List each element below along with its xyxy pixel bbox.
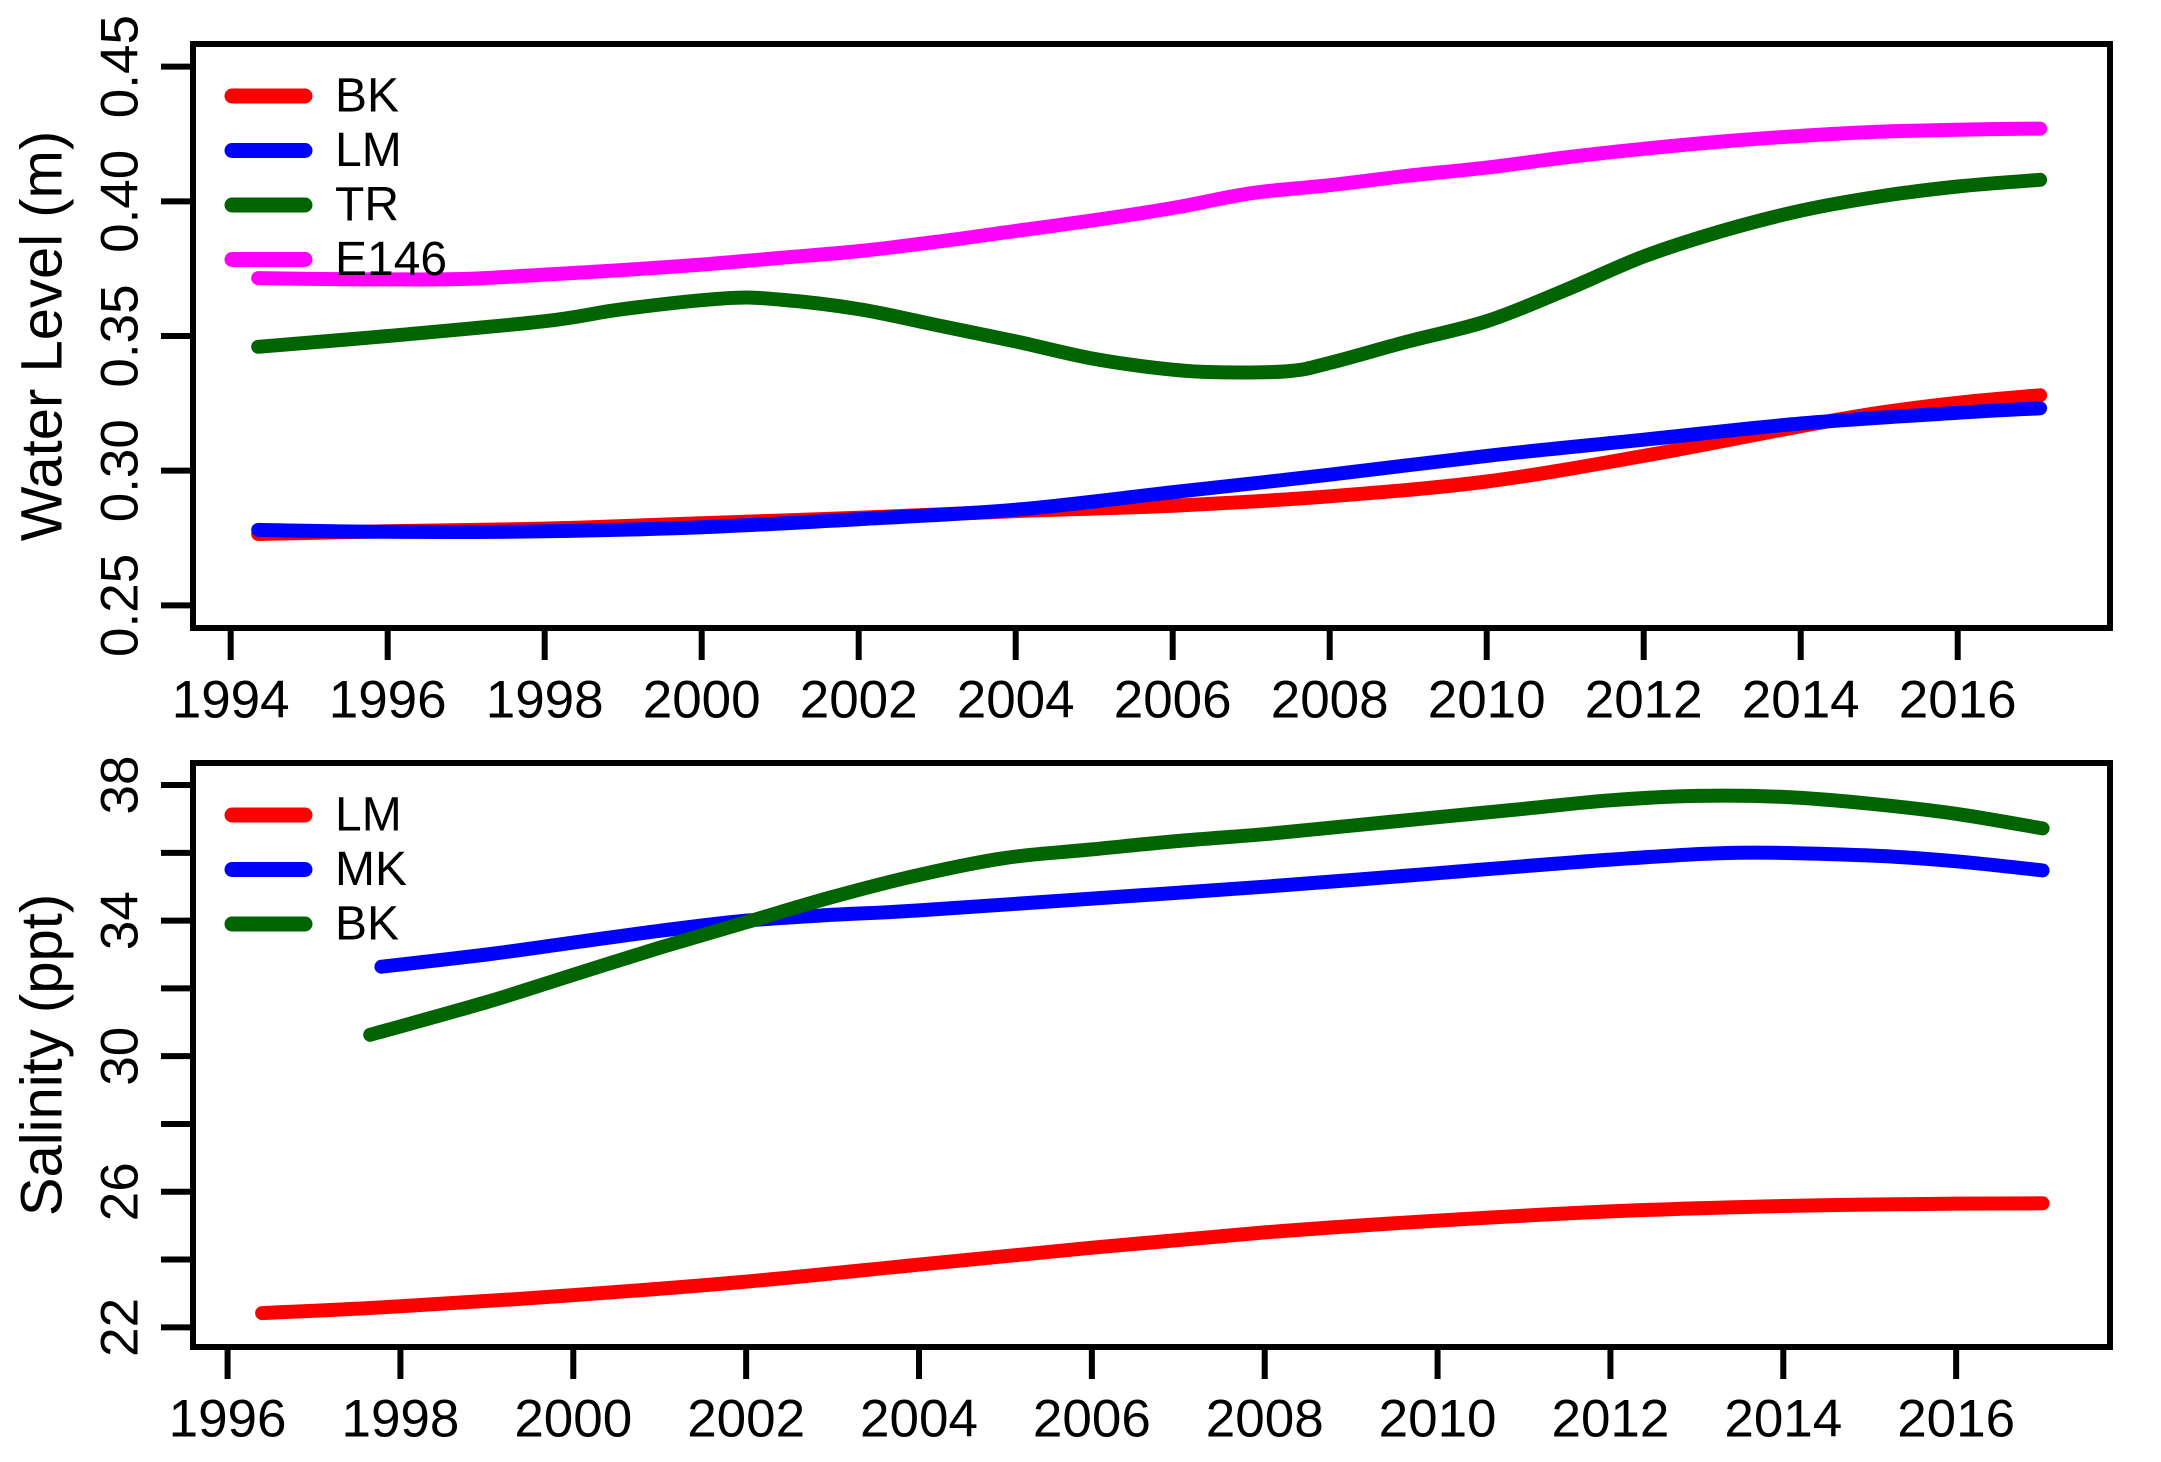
y-tick-label: 22: [91, 1298, 150, 1357]
legend-label-BK: BK: [335, 898, 399, 951]
x-tick-label: 1996: [329, 671, 447, 730]
x-tick-label: 2016: [1897, 1390, 2015, 1449]
series-line-BK: [251, 388, 2048, 541]
legend-label-TR: TR: [335, 179, 399, 232]
series-line-E146: [251, 121, 2048, 287]
legend-label-E146: E146: [335, 233, 447, 286]
y-tick-label: 0.30: [91, 419, 150, 522]
y-tick-label: 30: [91, 1027, 150, 1086]
legend-label-LM: LM: [335, 124, 402, 177]
series-line-TR: [251, 172, 2048, 380]
x-tick-label: 2000: [643, 671, 761, 730]
x-tick-label: 2002: [687, 1390, 805, 1449]
x-tick-label: 1996: [169, 1390, 287, 1449]
x-tick-label: 2012: [1551, 1390, 1669, 1449]
x-tick-label: 2014: [1742, 671, 1860, 730]
x-tick-label: 2002: [800, 671, 918, 730]
x-tick-label: 1994: [172, 671, 290, 730]
y-tick-label: 0.35: [91, 284, 150, 387]
x-tick-label: 1998: [341, 1390, 459, 1449]
x-tick-label: 2008: [1206, 1390, 1324, 1449]
legend-label-LM: LM: [335, 789, 402, 842]
panel-salinity: 1996 1998 2000 2002 2004 2006 2008 2010 2012 2014…: [10, 756, 2113, 1449]
x-tick-label: 2014: [1724, 1390, 1842, 1449]
series-line-LM: [255, 1196, 2050, 1321]
panel-water_level: 1994 1996 1998 2000 2002 2004 2006 2008 2010 2012…: [10, 15, 2113, 730]
x-tick-label: 2004: [957, 671, 1075, 730]
x-tick-label: 2006: [1033, 1390, 1151, 1449]
y-axis-title-salinity: Salinity (ppt): [10, 894, 75, 1216]
x-tick-label: 2010: [1379, 1390, 1497, 1449]
series-line-LM: [251, 401, 2048, 539]
x-tick-label: 2010: [1428, 671, 1546, 730]
x-tick-label: 2006: [1114, 671, 1232, 730]
series-line-BK: [363, 788, 2050, 1042]
legend-label-BK: BK: [335, 70, 399, 123]
x-tick-label: 1998: [486, 671, 604, 730]
x-tick-label: 2000: [514, 1390, 632, 1449]
y-tick-label: 34: [91, 891, 150, 950]
y-tick-label: 38: [91, 756, 150, 815]
x-tick-label: 2016: [1899, 671, 2017, 730]
y-tick-label: 0.40: [91, 150, 150, 253]
y-tick-label: 26: [91, 1162, 150, 1221]
y-tick-label: 0.45: [91, 15, 150, 118]
x-tick-label: 2012: [1585, 671, 1703, 730]
y-tick-label: 0.25: [91, 554, 150, 657]
x-tick-label: 2008: [1271, 671, 1389, 730]
y-axis-title-water_level: Water Level (m): [10, 131, 75, 541]
legend-label-MK: MK: [335, 843, 407, 896]
x-tick-label: 2004: [860, 1390, 978, 1449]
series-line-MK: [374, 845, 2050, 974]
